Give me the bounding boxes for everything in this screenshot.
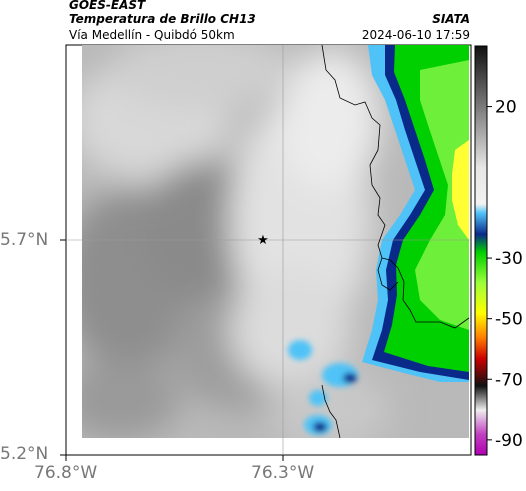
chart-subtitle: Vía Medellín - Quibdó 50km: [69, 28, 235, 42]
axis-ticks: [60, 239, 284, 461]
y-tick-label-1: 5.7°N: [0, 230, 49, 250]
x-tick-label-2: 76.3°W: [251, 463, 315, 483]
organization-label: SIATA: [432, 12, 470, 26]
location-star-icon: ★: [257, 233, 269, 248]
chart-title: Temperatura de Brillo CH13: [69, 12, 256, 26]
colorbar-tick-label: -30: [495, 249, 523, 269]
colorbar-tick-label: -70: [495, 370, 523, 390]
colorbar-tick-label: 20: [495, 98, 517, 118]
boundary-lines: [321, 44, 470, 439]
y-tick-label-2: 5.2°N: [0, 444, 49, 464]
x-tick-label-1: 76.8°W: [34, 463, 98, 483]
heatmap-image: [82, 45, 469, 438]
colorbar-tick-label: -50: [495, 310, 523, 330]
colorbar-tick-label: -90: [495, 431, 523, 451]
timestamp-label: 2024-06-10 17:59: [361, 28, 470, 42]
colorbar: 20 -30 -50 -70 -90: [474, 45, 523, 456]
satellite-label: GOES-EAST: [69, 0, 146, 12]
gridlines: [66, 45, 471, 455]
